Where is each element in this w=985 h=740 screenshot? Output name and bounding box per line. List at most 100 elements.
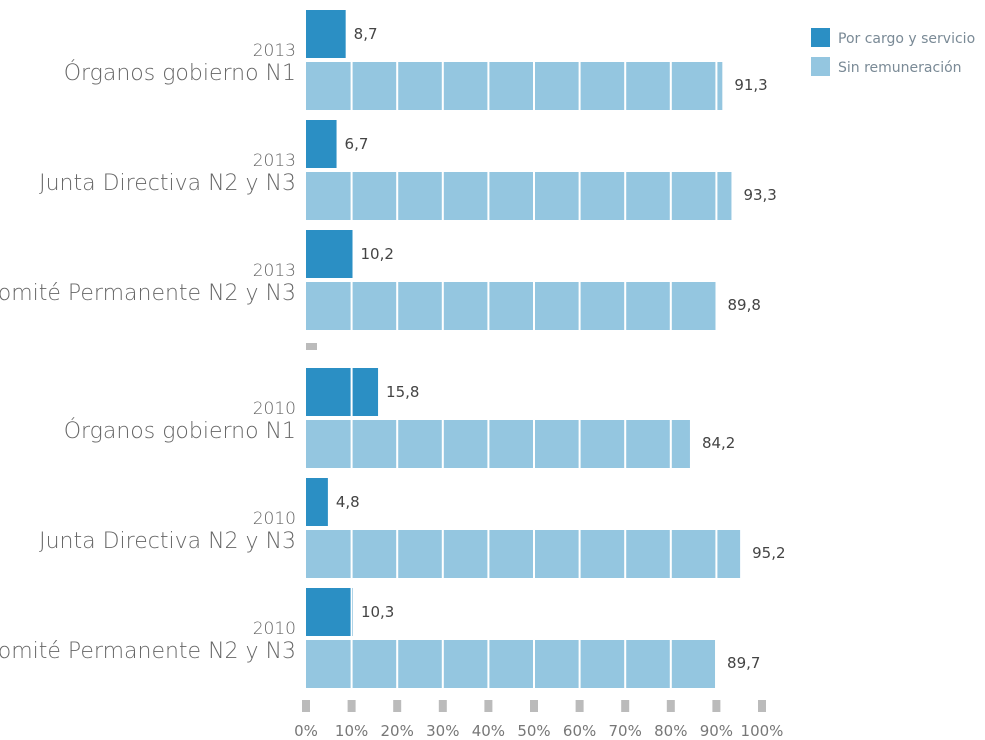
category-name: Comité Permanente N2 y N3: [0, 281, 296, 306]
bar-segment-divider: [669, 530, 672, 578]
x-tick-mark: [712, 700, 721, 712]
data-label: 89,7: [727, 654, 760, 672]
bar-segment-divider: [624, 282, 627, 330]
data-label: 4,8: [336, 493, 360, 511]
bar-segment-divider: [441, 530, 444, 578]
data-label: 84,2: [702, 434, 735, 452]
bar-segment-divider: [350, 588, 353, 636]
x-tick-label: 70%: [609, 722, 642, 740]
x-tick-label: 50%: [517, 722, 550, 740]
bar-segment-divider: [624, 530, 627, 578]
bar-segment-divider: [533, 420, 535, 468]
bar-por-cargo: [306, 230, 353, 278]
x-tick-mark: [302, 700, 310, 712]
category-name: Junta Directiva N2 y N3: [39, 529, 296, 554]
x-tick-mark: [666, 700, 675, 712]
bar-segment-divider: [533, 62, 535, 110]
bar-segment-divider: [624, 172, 627, 220]
data-label: 8,7: [354, 25, 378, 43]
bar-segment-divider: [715, 530, 718, 578]
x-tick-label: 30%: [426, 722, 459, 740]
bar-segment-divider: [578, 282, 581, 330]
category-year: 2010: [253, 509, 296, 529]
bar-por-cargo: [306, 120, 337, 168]
bar-segment-divider: [396, 640, 399, 688]
bar-segment-divider: [533, 172, 535, 220]
data-label: 15,8: [386, 383, 419, 401]
x-tick-label: 80%: [654, 722, 687, 740]
x-tick-label: 90%: [700, 722, 733, 740]
bar-segment-divider: [669, 640, 672, 688]
data-label: 10,2: [361, 245, 394, 263]
bar-por-cargo: [306, 368, 379, 416]
x-tick-label: 20%: [381, 722, 414, 740]
category-name: Órganos gobierno N1: [64, 418, 296, 444]
bar-segment-divider: [533, 640, 535, 688]
bar-sin-remuneracion: [306, 420, 690, 468]
bar-sin-remuneracion: [306, 62, 723, 110]
bar-segment-divider: [533, 530, 535, 578]
bar-segment-divider: [441, 62, 444, 110]
bar-segment-divider: [669, 172, 672, 220]
bar-sin-remuneracion: [306, 640, 716, 688]
x-tick-mark: [575, 700, 584, 712]
bar-sin-remuneracion: [306, 282, 716, 330]
bar-segment-divider: [350, 368, 353, 416]
x-tick-mark: [484, 700, 493, 712]
bar-por-cargo: [306, 10, 346, 58]
x-tick-mark: [347, 700, 356, 712]
period-separator: [306, 343, 317, 350]
bar-segment-divider: [487, 420, 490, 468]
bar-segment-divider: [396, 282, 399, 330]
data-label: 6,7: [345, 135, 369, 153]
bar-segment-divider: [669, 62, 672, 110]
x-tick-mark: [438, 700, 447, 712]
bar-segment-divider: [350, 530, 353, 578]
x-tick-mark: [530, 700, 538, 712]
bar-segment-divider: [578, 420, 581, 468]
bar-segment-divider: [487, 62, 490, 110]
bar-por-cargo: [306, 478, 328, 526]
category-name: Junta Directiva N2 y N3: [39, 171, 296, 196]
bar-segment-divider: [487, 282, 490, 330]
x-tick-mark: [758, 700, 766, 712]
data-label: 10,3: [361, 603, 394, 621]
legend-swatch: [811, 57, 830, 76]
bar-segment-divider: [578, 172, 581, 220]
data-label: 89,8: [727, 296, 760, 314]
legend-swatch: [811, 28, 830, 47]
bar-segment-divider: [396, 530, 399, 578]
x-tick-mark: [621, 700, 630, 712]
category-year: 2013: [253, 41, 296, 61]
bar-segment-divider: [441, 172, 444, 220]
category-name: Órganos gobierno N1: [64, 60, 296, 86]
bar-sin-remuneracion: [306, 530, 741, 578]
bar-segment-divider: [578, 530, 581, 578]
bar-segment-divider: [441, 282, 444, 330]
bar-segment-divider: [350, 640, 353, 688]
bar-segment-divider: [350, 420, 353, 468]
legend-label: Sin remuneración: [838, 60, 962, 76]
category-year: 2013: [253, 261, 296, 281]
bar-segment-divider: [578, 640, 581, 688]
bar-segment-divider: [396, 172, 399, 220]
bar-segment-divider: [487, 640, 490, 688]
bar-segment-divider: [396, 62, 399, 110]
bar-segment-divider: [487, 530, 490, 578]
bar-segment-divider: [715, 172, 718, 220]
bar-segment-divider: [624, 420, 627, 468]
x-tick-label: 100%: [741, 722, 784, 740]
category-year: 2010: [253, 399, 296, 419]
x-tick-label: 0%: [294, 722, 318, 740]
category-year: 2013: [253, 151, 296, 171]
category-year: 2010: [253, 619, 296, 639]
category-name: Comité Permanente N2 y N3: [0, 639, 296, 664]
bar-segment-divider: [350, 62, 353, 110]
data-label: 91,3: [734, 76, 767, 94]
bar-segment-divider: [441, 420, 444, 468]
bar-segment-divider: [624, 62, 627, 110]
bar-segment-divider: [669, 420, 672, 468]
bar-segment-divider: [350, 172, 353, 220]
x-tick-label: 40%: [472, 722, 505, 740]
